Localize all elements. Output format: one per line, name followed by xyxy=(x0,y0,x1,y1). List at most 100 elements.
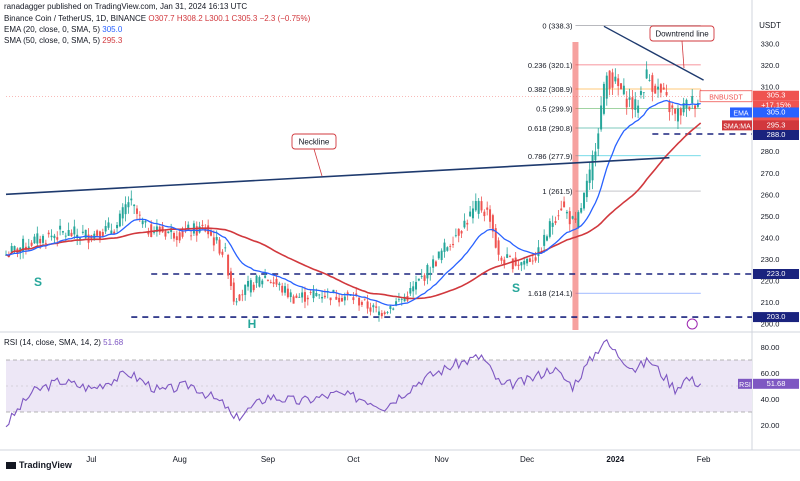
candle-body xyxy=(96,230,99,236)
ema-legend[interactable]: EMA (20, close, 0, SMA, 5) 305.0 xyxy=(4,25,122,34)
candle-body xyxy=(241,294,244,296)
candle-body xyxy=(284,286,287,293)
candle-body xyxy=(352,297,355,301)
candle-body xyxy=(668,102,671,113)
candle-body xyxy=(557,215,560,217)
ema-legend-value: 305.0 xyxy=(102,25,123,34)
candle-body xyxy=(172,232,175,239)
candle-body xyxy=(585,180,588,198)
sma-legend[interactable]: SMA (50, close, 0, SMA, 5) 295.3 xyxy=(4,36,122,45)
candle-body xyxy=(27,246,30,248)
candle-body xyxy=(343,296,346,301)
candle-body xyxy=(417,278,420,281)
candle-body xyxy=(76,234,79,239)
neckline-callout-box xyxy=(291,133,337,150)
rsi-legend-value: 51.68 xyxy=(103,338,124,347)
candle-body xyxy=(130,198,133,201)
candle-body xyxy=(395,301,398,306)
candle-body xyxy=(355,293,358,296)
candle-body xyxy=(694,105,697,110)
candle-body xyxy=(625,98,628,108)
candle-body xyxy=(210,231,213,236)
candle-body xyxy=(440,250,443,261)
candle-body xyxy=(104,226,107,232)
candle-body xyxy=(443,242,446,252)
candle-body xyxy=(10,246,13,253)
candle-body xyxy=(235,301,238,303)
level-223-tag-bg xyxy=(753,269,799,279)
candle-body xyxy=(432,259,435,268)
candle-body xyxy=(101,232,104,238)
candle-body xyxy=(329,297,332,301)
candle-body xyxy=(309,292,312,293)
candle-body xyxy=(674,108,677,114)
candle-body xyxy=(645,69,648,79)
candle-body xyxy=(648,80,651,81)
candle-body xyxy=(565,211,568,214)
candle-body xyxy=(637,105,640,113)
candle-body xyxy=(298,296,301,298)
fib-level-label: 1.618 (214.1) xyxy=(528,289,573,298)
rsi-value-tag: 51.68 xyxy=(767,379,786,388)
candle-body xyxy=(380,313,383,317)
candle-body xyxy=(358,297,361,306)
time-tick-label: Oct xyxy=(347,455,360,464)
candle-body xyxy=(503,259,506,266)
rsi-tick-label: 80.00 xyxy=(761,343,780,352)
candle-body xyxy=(33,236,36,244)
candle-body xyxy=(520,262,523,266)
candle-body xyxy=(79,238,82,240)
downtrend-line xyxy=(603,25,704,81)
time-tick-label: Dec xyxy=(520,455,534,464)
footer-brand[interactable]: TradingView xyxy=(6,460,72,470)
sma-legend-label: SMA (50, close, 0, SMA, 5) xyxy=(4,36,101,45)
candle-body xyxy=(676,108,679,122)
candle-body xyxy=(551,222,554,227)
candle-body xyxy=(360,302,363,305)
candle-body xyxy=(295,295,298,298)
downtrend-callout-pointer xyxy=(681,40,685,69)
candle-body xyxy=(486,207,489,210)
candle-body xyxy=(591,155,594,181)
candle-body xyxy=(36,233,39,244)
ema-name-tag-bg xyxy=(730,107,752,118)
candle-body xyxy=(446,247,449,251)
candle-body xyxy=(463,220,466,228)
publisher-line: ranadagger published on TradingView.com,… xyxy=(4,2,248,11)
candle-body xyxy=(460,231,463,234)
time-tick-label: Feb xyxy=(697,455,711,464)
time-tick-label: Nov xyxy=(435,455,449,464)
candle-body xyxy=(434,261,437,267)
currency-label: USDT xyxy=(759,21,781,30)
candle-body xyxy=(153,231,156,233)
candle-body xyxy=(491,215,494,232)
ema-20-line xyxy=(5,99,701,307)
candle-body xyxy=(144,221,147,223)
candle-body xyxy=(306,297,309,300)
downtrend-callout-box xyxy=(649,25,715,42)
candle-body xyxy=(449,245,452,247)
candle-body xyxy=(659,84,662,93)
candle-body xyxy=(44,242,47,244)
price-tick-label: 310.0 xyxy=(761,83,780,92)
candle-body xyxy=(318,294,321,296)
candle-body xyxy=(611,72,614,88)
candle-body xyxy=(121,207,124,219)
candle-body xyxy=(378,311,380,316)
time-tick-label: Jul xyxy=(86,455,96,464)
level-288-tag-bg xyxy=(753,130,799,140)
candle-body xyxy=(264,275,267,278)
candle-body xyxy=(523,260,526,265)
candle-body xyxy=(369,307,372,312)
candle-body xyxy=(338,297,341,303)
candle-body xyxy=(164,231,167,237)
time-tick-label: Aug xyxy=(173,455,187,464)
rsi-legend[interactable]: RSI (14, close, SMA, 14, 2) 51.68 xyxy=(4,338,123,347)
price-tick-label: 280.0 xyxy=(761,147,780,156)
candle-body xyxy=(133,204,136,207)
candle-body xyxy=(22,238,25,252)
candle-body xyxy=(545,236,548,241)
candle-body xyxy=(437,251,440,259)
candle-body xyxy=(118,213,121,227)
